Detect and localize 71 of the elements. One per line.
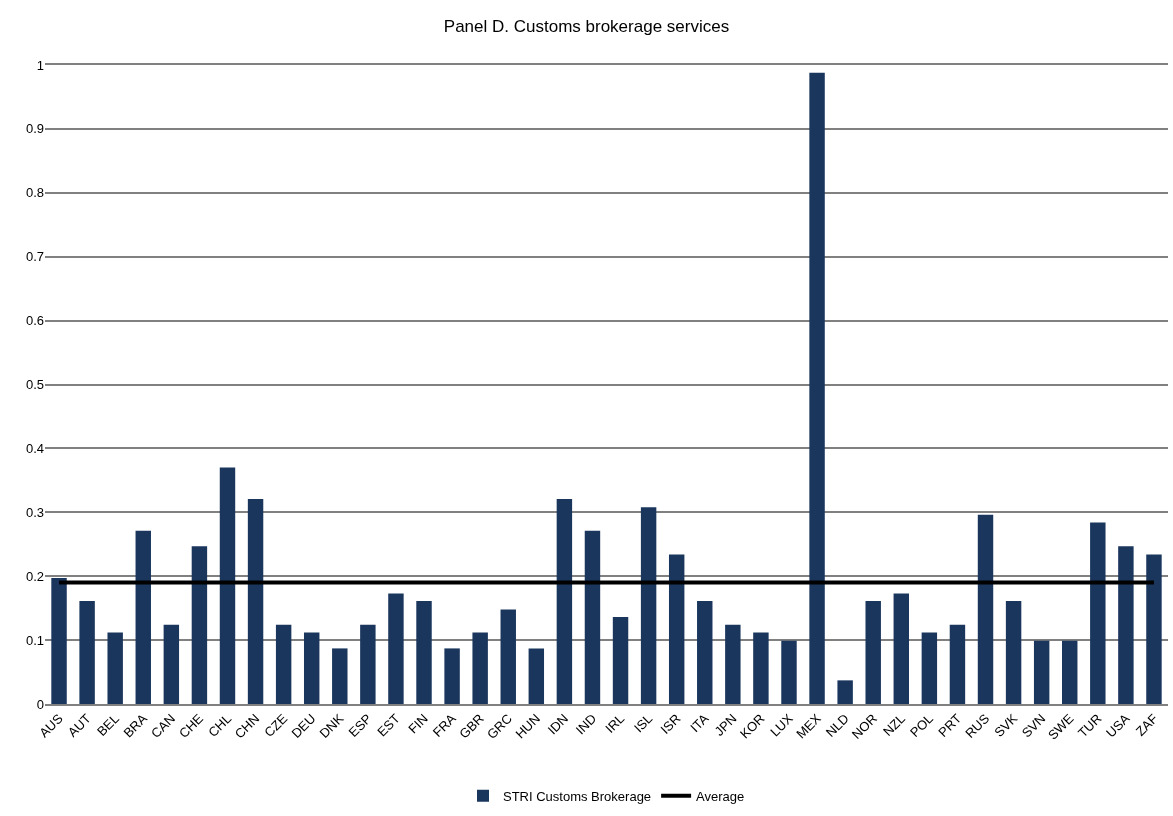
- bar: [135, 530, 151, 704]
- x-tick-label: NZL: [880, 710, 909, 739]
- bar: [556, 498, 573, 704]
- bar: [219, 467, 236, 704]
- bar: [107, 632, 123, 704]
- y-tick-label: 0.5: [25, 377, 44, 393]
- chart-title: Panel D. Customs brokerage services: [443, 17, 730, 37]
- bar: [332, 648, 348, 704]
- bar: [1090, 522, 1106, 704]
- y-tick-label: 1: [36, 57, 44, 73]
- bar: [781, 640, 797, 704]
- x-tick-label: TUR: [1075, 710, 1105, 741]
- x-tick-label: IRL: [602, 710, 628, 736]
- bar: [275, 624, 292, 704]
- bar: [837, 680, 853, 704]
- bar: [949, 624, 966, 704]
- bar: [79, 601, 95, 704]
- bar: [977, 514, 994, 704]
- bar: [1118, 546, 1134, 704]
- bar: [163, 624, 180, 704]
- bar: [360, 624, 376, 704]
- bar: [1146, 554, 1162, 704]
- bar: [444, 648, 460, 704]
- x-tick-label: FIN: [405, 710, 431, 737]
- x-tick-label: CHL: [205, 710, 235, 740]
- bar: [51, 578, 67, 704]
- x-tick-label: IDN: [544, 710, 572, 738]
- y-tick-label: 0.9: [25, 121, 44, 137]
- x-tick-label: IND: [572, 710, 600, 738]
- bar: [640, 507, 657, 704]
- x-tick-label: NLD: [822, 710, 852, 740]
- y-tick-label: 0.4: [25, 440, 44, 456]
- bar: [809, 72, 825, 704]
- bar: [472, 632, 488, 704]
- y-tick-label: 0.3: [25, 504, 44, 520]
- bar: [668, 554, 685, 704]
- bar: [416, 601, 432, 704]
- y-tick-label: 0.7: [25, 249, 44, 265]
- x-tick-label: ISL: [630, 710, 656, 736]
- bar: [584, 530, 601, 704]
- bar: [528, 648, 545, 704]
- bar: [303, 632, 320, 704]
- x-tick-label: ISR: [657, 710, 684, 737]
- bar: [388, 593, 404, 704]
- bar: [725, 624, 741, 704]
- y-tick-label: 0: [36, 696, 44, 712]
- legend-label: Average: [696, 788, 745, 804]
- bar: [921, 632, 938, 704]
- x-tick-label: POL: [907, 710, 937, 740]
- x-tick-label: BEL: [93, 710, 122, 739]
- y-tick-label: 0.1: [25, 632, 44, 648]
- x-tick-label: USA: [1103, 710, 1133, 741]
- x-tick-label: FRA: [429, 710, 460, 740]
- bar: [1033, 640, 1050, 704]
- legend-label: STRI Customs Brokerage: [503, 788, 652, 804]
- bar: [500, 609, 516, 704]
- y-tick-label: 0.2: [25, 568, 44, 584]
- y-tick-label: 0.8: [25, 185, 44, 201]
- bar: [1005, 601, 1022, 704]
- bar: [893, 593, 910, 704]
- bar: [865, 601, 881, 704]
- bar: [191, 546, 208, 704]
- bar: [753, 632, 769, 704]
- bar: [247, 498, 264, 704]
- x-tick-label: CZE: [261, 710, 291, 740]
- y-tick-label: 0.6: [25, 313, 44, 329]
- bar: [612, 617, 629, 704]
- bar: [697, 601, 713, 704]
- x-tick-label: JPN: [711, 710, 740, 739]
- bar: [1062, 640, 1078, 704]
- x-tick-label: ITA: [687, 710, 712, 736]
